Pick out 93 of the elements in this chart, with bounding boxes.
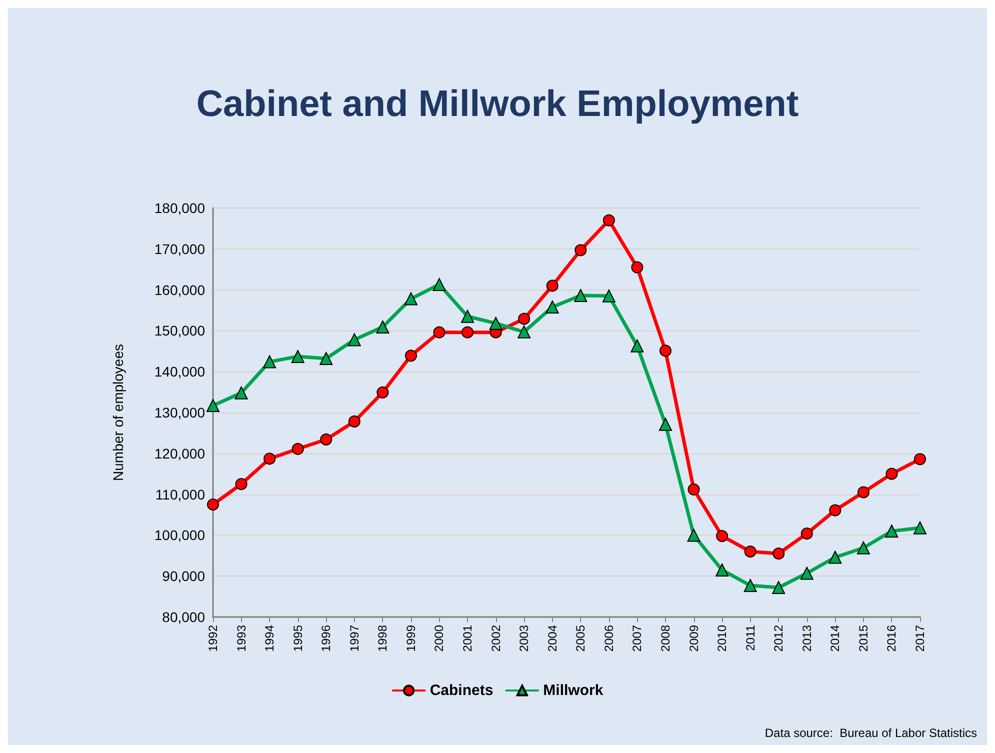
point	[716, 563, 729, 576]
point	[235, 478, 248, 490]
point	[404, 350, 417, 362]
point	[206, 399, 220, 412]
point	[320, 433, 332, 446]
x-tick-label: 2017	[913, 624, 927, 652]
x-tick-label: 2013	[800, 624, 814, 652]
point	[546, 300, 559, 314]
y-tick-label: 170,000	[154, 240, 206, 257]
x-tick-label: 2012	[772, 624, 786, 652]
y-tick-label: 110,000	[155, 486, 206, 502]
point	[658, 418, 672, 431]
point	[716, 530, 728, 542]
y-tick-label: 180,000	[154, 200, 206, 216]
point	[800, 566, 814, 580]
point	[348, 416, 360, 428]
y-tick-label: 120,000	[154, 445, 206, 462]
x-tick-label: 2006	[602, 624, 616, 652]
x-tick-label: 2008	[658, 624, 672, 652]
point	[772, 581, 786, 594]
x-tick-label: 2010	[715, 624, 730, 652]
y-tick-label: 150,000	[154, 322, 206, 339]
point	[489, 316, 502, 330]
point	[914, 453, 926, 466]
point	[263, 355, 276, 368]
x-tick-label: 2015	[856, 624, 870, 652]
legend-label: Millwork	[543, 682, 604, 699]
point	[602, 289, 616, 302]
point	[432, 278, 446, 291]
legend-label: Cabinets	[430, 682, 494, 699]
point	[234, 386, 248, 400]
point	[518, 325, 531, 338]
point	[433, 326, 446, 338]
point	[546, 280, 558, 292]
point	[856, 541, 870, 554]
point	[462, 326, 474, 338]
point	[885, 524, 898, 538]
point	[461, 310, 474, 323]
y-axis-title: Number of employees	[110, 344, 126, 481]
x-tick-label: 1994	[262, 624, 277, 652]
x-tick-label: 2000	[432, 624, 446, 652]
point	[292, 442, 304, 455]
point	[744, 546, 756, 558]
point	[914, 521, 926, 534]
x-tick-label: 2009	[686, 624, 701, 652]
point	[264, 452, 276, 465]
x-tick-label: 1993	[234, 624, 248, 652]
point	[630, 339, 644, 352]
point	[518, 312, 530, 325]
x-tick-label: 2001	[460, 624, 475, 652]
x-tick-label: 2005	[574, 624, 588, 652]
point	[828, 550, 842, 564]
y-tick-label: 90,000	[162, 568, 206, 584]
chart-title: Cabinet and Millwork Employment	[196, 83, 799, 124]
point	[631, 261, 644, 274]
point	[602, 214, 615, 226]
y-tick-label: 130,000	[154, 404, 206, 420]
point	[659, 344, 672, 357]
point	[857, 486, 870, 498]
x-tick-label: 1998	[376, 624, 390, 652]
point	[574, 244, 587, 256]
point	[376, 386, 389, 398]
point	[800, 528, 813, 540]
point	[207, 498, 219, 511]
x-tick-label: 1996	[319, 624, 334, 652]
point	[291, 350, 304, 363]
x-tick-label: 2011	[743, 624, 758, 651]
point	[376, 320, 390, 334]
point	[404, 292, 418, 306]
x-tick-label: 2003	[517, 624, 532, 652]
point	[688, 483, 700, 496]
y-tick-label: 100,000	[154, 527, 206, 544]
x-tick-label: 1992	[206, 624, 220, 652]
point	[687, 528, 700, 542]
point	[320, 352, 333, 366]
x-tick-label: 2007	[630, 624, 644, 652]
x-tick-label: 1999	[404, 624, 418, 652]
point	[772, 548, 785, 560]
point	[348, 333, 361, 346]
x-tick-label: 1997	[347, 624, 362, 652]
source-note: Data source: Bureau of Labor Statistics	[764, 726, 977, 740]
point	[886, 468, 898, 480]
y-tick-label: 140,000	[154, 364, 206, 380]
y-tick-label: 80,000	[162, 609, 206, 625]
point	[744, 579, 757, 592]
point	[574, 289, 588, 302]
x-tick-label: 2004	[545, 624, 560, 652]
y-tick-label: 160,000	[154, 282, 206, 298]
point	[829, 504, 842, 516]
x-tick-label: 2014	[828, 624, 842, 652]
x-tick-label: 2002	[488, 624, 503, 652]
x-tick-label: 1995	[290, 624, 305, 652]
x-tick-label: 2016	[884, 624, 899, 652]
